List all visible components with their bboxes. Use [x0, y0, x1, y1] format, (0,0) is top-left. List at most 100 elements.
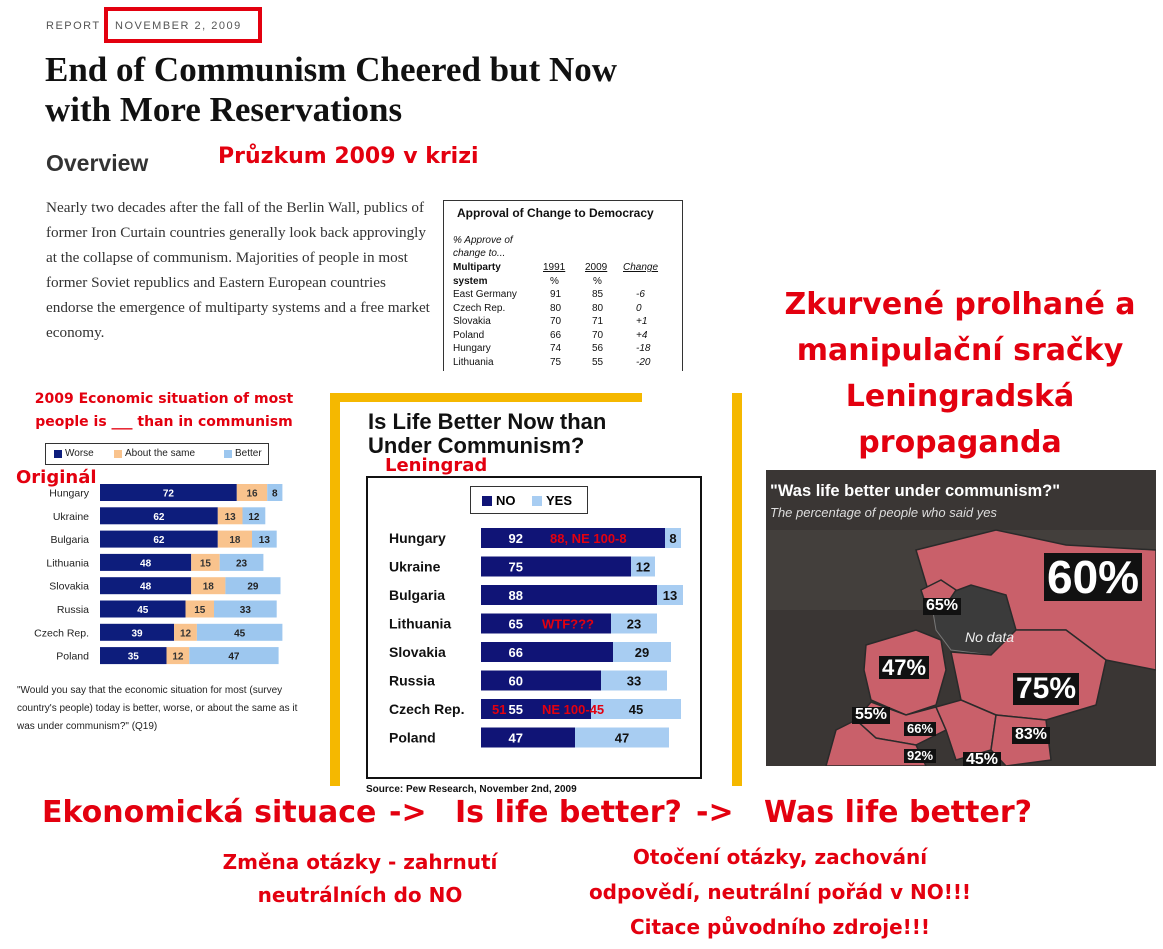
- left-category-label: Poland: [56, 651, 89, 663]
- map-label-92: 92%: [904, 749, 937, 763]
- note-flip-line-2: odpovědí, neutrální pořád v NO!!!: [588, 880, 972, 904]
- mid-bar-no: [481, 585, 657, 605]
- left-category-label: Bulgaria: [50, 534, 89, 546]
- legend-label-no: NO: [496, 493, 516, 508]
- mid-bar-no: [481, 528, 665, 548]
- mid-chart-legend: NO YES: [470, 486, 588, 514]
- left-bar-value: 45: [137, 605, 149, 616]
- left-bar-better: [189, 647, 279, 665]
- mid-bar-no: [481, 670, 601, 691]
- mid-title-line-1: Is Life Better Now than: [368, 409, 607, 434]
- approval-row: Lithuania 75 55 -20: [453, 357, 683, 370]
- mid-category-label: Lithuania: [389, 616, 451, 632]
- left-bar-value: 29: [247, 582, 259, 593]
- left-bar-value: 15: [194, 605, 206, 616]
- overview-heading: Overview: [46, 150, 149, 176]
- map-label-75: 75%: [1013, 673, 1080, 705]
- mid-value-no: 75: [509, 560, 523, 575]
- approval-cell-change: +1: [636, 316, 648, 328]
- legend-label-same: About the same: [125, 448, 196, 459]
- mid-value-yes: 8: [669, 531, 676, 546]
- legend-swatch-same: [114, 450, 122, 458]
- mid-value-yes: 33: [627, 674, 641, 689]
- approval-row: Poland 66 70 +4: [453, 330, 683, 343]
- approval-cell-y2009: 71: [592, 316, 604, 328]
- left-bar-better: [252, 530, 277, 548]
- mid-value-yes: 23: [627, 617, 641, 632]
- right-caption-line-3: Leningradská: [845, 379, 1075, 414]
- approval-cell-change: +4: [636, 329, 648, 341]
- left-bar-value: 12: [248, 512, 260, 523]
- mid-bar-yes: [591, 699, 681, 719]
- legend-swatch-yes: [532, 496, 542, 506]
- mid-bar-yes: [613, 642, 671, 662]
- note-change-line-1: Změna otázky - zahrnutí: [222, 850, 498, 874]
- mid-category-label: Poland: [389, 730, 436, 746]
- map-subtitle: The percentage of people who said yes: [770, 505, 997, 520]
- left-bar-value: 48: [140, 558, 152, 569]
- left-bar-value: 45: [234, 628, 246, 639]
- left-bar-worse: [100, 623, 175, 641]
- left-bar-worse: [100, 530, 218, 548]
- left-bar-better: [267, 484, 283, 501]
- mid-category-label: Slovakia: [389, 644, 446, 660]
- approval-table: Approval of Change to Democracy % Approv…: [443, 200, 683, 371]
- approval-row: East Germany 91 85 -6: [453, 289, 683, 302]
- note-flip-line-3: Citace původního zdroje!!!: [630, 915, 930, 939]
- mid-value-no: 66: [509, 645, 523, 660]
- overlay-czech-pre: 51: [492, 702, 506, 717]
- left-bar-about-the-same: [185, 600, 214, 618]
- mid-value-yes: 13: [663, 588, 677, 603]
- left-bar-about-the-same: [166, 647, 190, 665]
- left-bar-value: 13: [225, 512, 237, 523]
- map-label-60: 60%: [1044, 553, 1143, 601]
- left-chart: Hungary 72 16 8 Ukraine 62 13 12 Bulgaria 62 18 13 L…: [34, 484, 283, 665]
- approval-row: Slovakia 70 71 +1: [453, 316, 683, 329]
- mid-category-label: Hungary: [389, 530, 446, 546]
- mid-chart-title: Is Life Better Now than Under Communism?: [368, 410, 698, 458]
- overlay-hungary: 88, NE 100-8: [550, 531, 627, 546]
- right-caption-line-4: propaganda: [858, 425, 1062, 460]
- left-bar-about-the-same: [191, 577, 226, 595]
- approval-cell-y1991: 91: [550, 289, 562, 300]
- right-caption: Zkurvené prolhané a manipulační sračky L…: [760, 282, 1160, 466]
- date-highlight-box: [104, 7, 262, 43]
- mid-bar-no: [481, 613, 611, 634]
- approval-row-header-1: Multiparty: [453, 262, 501, 273]
- mid-category-label: Czech Rep.: [389, 701, 464, 717]
- left-bar-worse: [100, 647, 167, 665]
- approval-row: Hungary 74 56 -18: [453, 343, 683, 356]
- left-bar-value: 72: [163, 489, 175, 500]
- mid-bar-yes: [657, 585, 683, 605]
- left-category-label: Czech Rep.: [34, 627, 89, 639]
- mid-bar-no: [481, 642, 613, 662]
- mid-chart-box: [366, 476, 702, 779]
- headline: End of Communism Cheered but Now with Mo…: [45, 50, 725, 130]
- overlay-czech-post: NE 100-45: [542, 702, 604, 717]
- left-bar-better: [219, 553, 264, 571]
- legend-swatch-worse: [54, 450, 62, 458]
- map-label-65: 65%: [923, 597, 962, 615]
- approval-col-2009: 2009: [585, 262, 608, 273]
- left-bar-value: 18: [203, 582, 215, 593]
- approval-unit-1991: %: [550, 276, 559, 287]
- note-flip-line-1: Otočení otázky, zachování: [632, 845, 928, 869]
- headline-line-2: with More Reservations: [45, 90, 403, 129]
- left-bar-worse: [100, 553, 192, 571]
- left-bar-value: 23: [236, 558, 248, 569]
- overview-text: Nearly two decades after the fall of the…: [46, 199, 430, 341]
- left-bar-about-the-same: [174, 623, 197, 641]
- mid-bar-yes: [611, 613, 657, 634]
- left-bar-about-the-same: [217, 530, 252, 548]
- approval-cell-y1991: 75: [550, 357, 562, 368]
- mid-bar-no: [481, 727, 575, 748]
- left-bar-value: 12: [180, 628, 192, 639]
- approval-row: Czech Rep. 80 80 0: [453, 303, 683, 316]
- approval-cell-country: East Germany: [453, 289, 517, 300]
- mid-value-no: 60: [509, 674, 523, 689]
- approval-cell-change: -20: [636, 357, 651, 368]
- approval-cell-y1991: 74: [550, 343, 562, 355]
- map-label-47: 47%: [879, 656, 930, 679]
- mid-category-label: Bulgaria: [389, 587, 445, 603]
- approval-cell-y1991: 66: [550, 329, 562, 341]
